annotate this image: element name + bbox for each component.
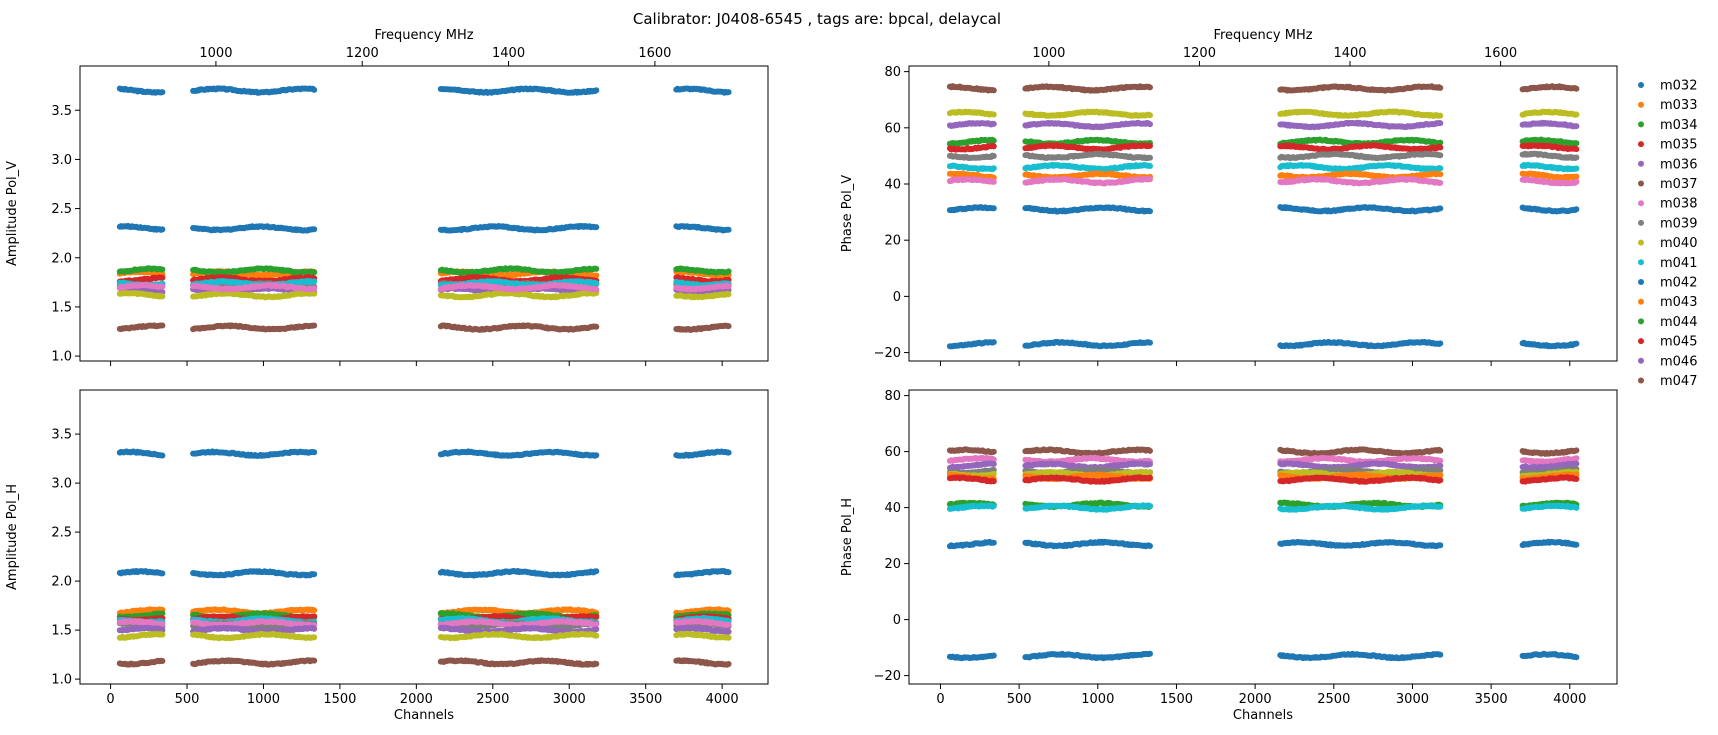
data-point (1573, 165, 1580, 172)
freq-tick-label: 1200 (346, 46, 379, 61)
data-point (311, 269, 318, 276)
data-point (593, 272, 600, 279)
data-points (116, 85, 732, 333)
data-point (1147, 112, 1153, 119)
y-tick-label: 1.0 (51, 350, 72, 365)
y-tick-label: 3.0 (51, 153, 72, 168)
series-m037 (946, 83, 1580, 94)
data-point (1147, 84, 1153, 91)
series-m040 (946, 108, 1580, 119)
data-point (1573, 111, 1580, 118)
data-point (990, 153, 997, 159)
axes-frame (79, 65, 769, 362)
data-point (1437, 165, 1444, 172)
data-point (311, 226, 318, 233)
data-point (990, 165, 997, 172)
data-point (1573, 140, 1580, 147)
data-point (311, 278, 318, 285)
series-m037 (116, 322, 732, 333)
subplots: 1000 1200 1400 1600 Frequency MHz 1.0 1.5 2.0 2.… (5, 28, 1618, 723)
data-point (725, 268, 732, 275)
series-m035 (946, 142, 1580, 153)
data-point (725, 291, 732, 298)
data-point (159, 274, 166, 281)
series-m041 (946, 161, 1580, 173)
data-point (159, 293, 166, 300)
data-point (311, 322, 318, 329)
data-point (725, 283, 732, 290)
data-point (159, 283, 166, 290)
y-tick-label: 1.5 (51, 300, 72, 315)
series-m036 (946, 119, 1580, 131)
data-point (593, 286, 600, 293)
data-points (946, 83, 1580, 350)
data-point (311, 290, 318, 297)
series-m038 (116, 281, 732, 293)
data-point (1147, 163, 1153, 169)
freq-tick-label: 1600 (638, 46, 671, 61)
data-point (1573, 123, 1580, 130)
data-point (593, 323, 600, 330)
series-m040 (116, 289, 732, 301)
data-point (1573, 146, 1580, 153)
data-point (1147, 142, 1153, 149)
data-point (311, 86, 318, 93)
data-point (311, 285, 318, 292)
data-point (1573, 85, 1580, 92)
y-tick-label: 2.5 (51, 202, 72, 217)
y-tick-label: 3.5 (51, 104, 72, 119)
data-point (990, 87, 997, 94)
freq-tick-label: 1400 (492, 46, 525, 61)
data-point (1437, 152, 1444, 159)
series-m034 (116, 265, 732, 276)
figure-title: Calibrator: J0408-6545 , tags are: bpcal… (633, 10, 1001, 28)
data-point (990, 137, 997, 144)
data-point (593, 280, 600, 287)
series-m032 (116, 85, 732, 96)
data-point (725, 323, 732, 330)
data-point (1147, 121, 1153, 128)
data-point (159, 322, 166, 329)
y-axis-label: Amplitude Pol_V (5, 161, 20, 266)
data-point (1437, 112, 1444, 119)
data-point (593, 265, 600, 272)
data-point (1437, 84, 1444, 91)
data-point (990, 111, 997, 118)
data-point (990, 143, 997, 150)
y-tick-label: 2.0 (51, 251, 72, 266)
data-point (725, 89, 732, 96)
data-point (1573, 154, 1580, 161)
data-point (1147, 154, 1153, 161)
series-m039 (946, 150, 1580, 162)
data-point (159, 89, 166, 96)
data-point (1437, 144, 1444, 151)
subplot-amplitude-pol-v: 1000 1200 1400 1600 Frequency MHz 1.0 1.5 2.0 2.… (5, 28, 769, 366)
data-point (159, 226, 166, 233)
series-m042 (116, 222, 732, 234)
data-point (725, 226, 732, 233)
freq-tick-label: 1000 (199, 46, 232, 61)
freq-axis-label: Frequency MHz (374, 28, 473, 43)
data-point (159, 266, 166, 273)
data-point (990, 120, 997, 127)
data-point (593, 87, 600, 94)
data-point (1437, 120, 1444, 127)
data-point (593, 224, 600, 231)
